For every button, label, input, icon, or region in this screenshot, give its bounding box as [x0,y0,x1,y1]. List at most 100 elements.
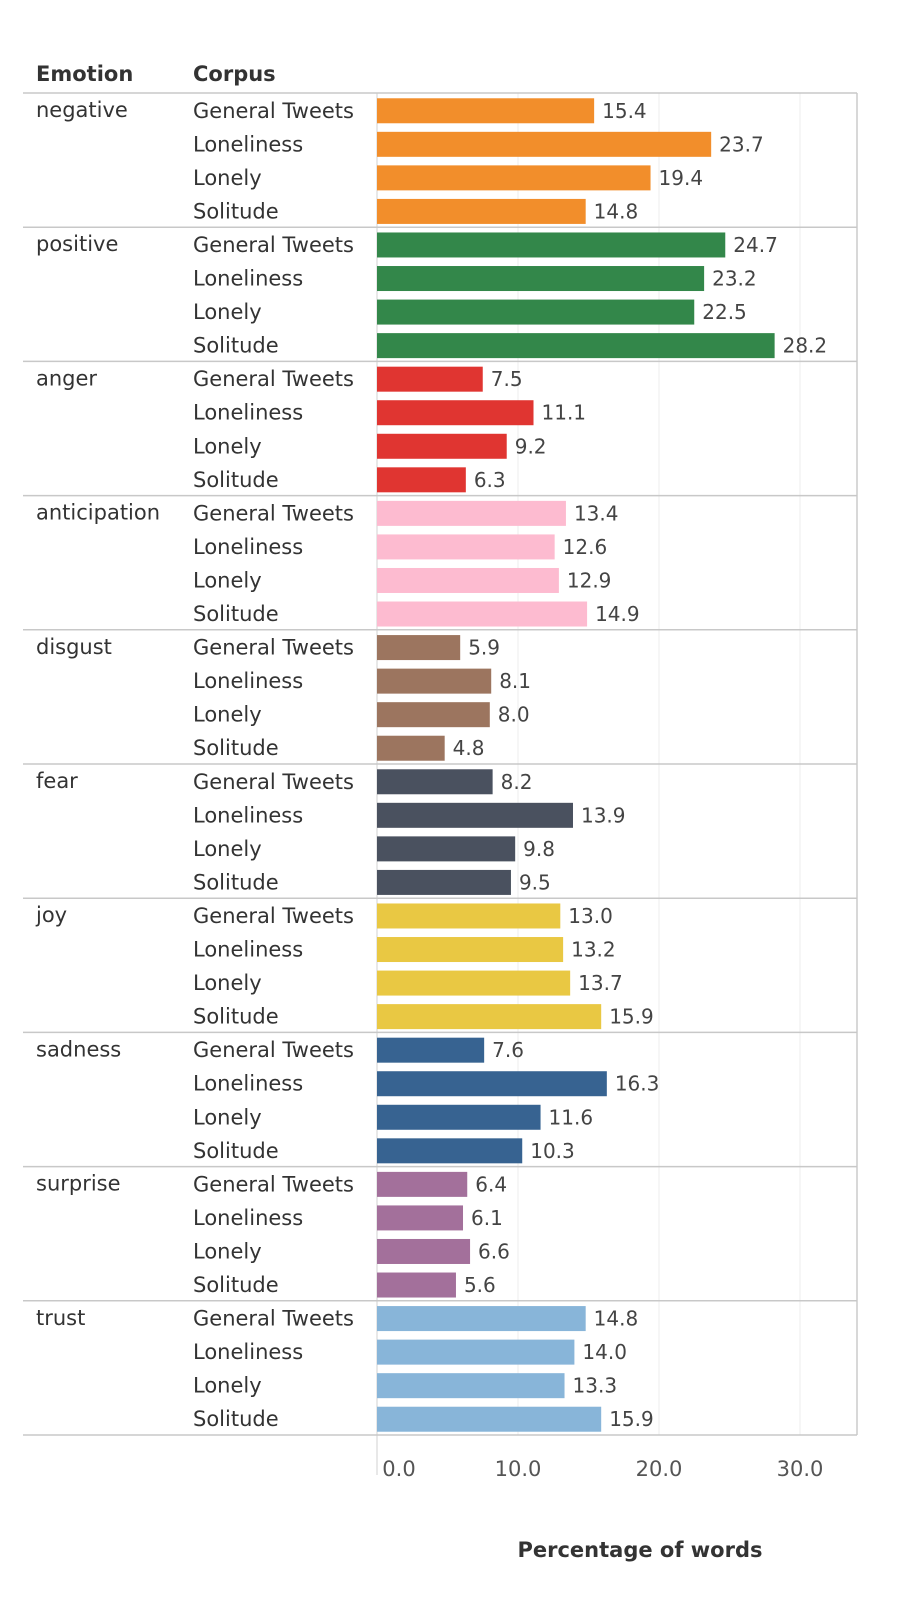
corpus-label: Solitude [193,468,279,492]
bar-value-label: 8.2 [501,770,533,794]
corpus-label: Lonely [193,300,262,324]
corpus-label: Lonely [193,1105,262,1129]
bar-value-label: 13.3 [573,1374,618,1398]
corpus-label: Solitude [193,736,279,760]
bar [377,601,588,627]
corpus-label: Solitude [193,1273,279,1297]
bar-value-label: 28.2 [783,334,828,358]
bar [377,635,461,661]
bar-value-label: 6.4 [475,1172,507,1196]
bar [377,567,559,593]
corpus-label: Lonely [193,166,262,190]
bar-value-label: 22.5 [702,300,747,324]
bar-value-label: 11.6 [549,1105,594,1129]
emotion-label: trust [36,1306,85,1330]
corpus-label: Lonely [193,971,262,995]
bar [377,98,595,124]
bar-value-label: 13.9 [581,803,626,827]
x-axis-title: Percentage of words [517,1538,763,1562]
bar-value-label: 5.9 [468,636,500,660]
bar [377,1071,607,1097]
corpus-label: Lonely [193,1239,262,1263]
bar-value-label: 7.6 [492,1038,524,1062]
bar [377,903,561,929]
corpus-label: General Tweets [193,99,354,123]
bar-value-label: 15.4 [602,99,647,123]
corpus-label: Solitude [193,199,279,223]
bar [377,1406,602,1432]
x-tick-label: 20.0 [636,1457,683,1481]
bar [377,1004,602,1030]
bar [377,400,534,426]
bar [377,198,586,224]
bar [377,232,726,258]
corpus-label: Loneliness [193,938,303,962]
bar [377,1138,523,1164]
bar-value-label: 15.9 [609,1005,654,1029]
corpus-label: General Tweets [193,1172,354,1196]
x-tick-label: 0.0 [382,1457,415,1481]
bar-value-label: 12.6 [563,535,608,559]
emotion-label: negative [36,98,128,122]
bar-value-label: 9.2 [515,434,547,458]
x-tick-label: 10.0 [495,1457,542,1481]
emotion-column-header: Emotion [36,62,134,86]
bar [377,702,490,728]
bar-value-label: 15.9 [609,1407,654,1431]
corpus-label: Loneliness [193,1340,303,1364]
corpus-label: General Tweets [193,1307,354,1331]
bar-value-label: 23.2 [712,267,757,291]
corpus-label: Lonely [193,703,262,727]
x-tick-label: 30.0 [777,1457,824,1481]
bar [377,333,775,359]
corpus-label: General Tweets [193,636,354,660]
bar [377,467,466,493]
bar-value-label: 14.8 [594,199,639,223]
bar [377,299,695,325]
bar [377,366,483,392]
bar [377,836,516,862]
corpus-label: General Tweets [193,770,354,794]
corpus-label: Loneliness [193,267,303,291]
corpus-label: Solitude [193,1139,279,1163]
corpus-label: General Tweets [193,367,354,391]
emotion-label: disgust [36,635,112,659]
corpus-label: Solitude [193,334,279,358]
bar [377,266,705,292]
bar-value-label: 10.3 [530,1139,575,1163]
bar [377,1104,541,1130]
bar [377,500,566,526]
bar [377,1238,471,1264]
bar-value-label: 12.9 [567,568,612,592]
bar-value-label: 7.5 [491,367,523,391]
bar-value-label: 5.6 [464,1273,496,1297]
corpus-label: Loneliness [193,401,303,425]
corpus-label: Solitude [193,1005,279,1029]
bar [377,769,493,795]
bar-value-label: 9.8 [523,837,555,861]
bar-value-label: 13.0 [568,904,613,928]
corpus-column-header: Corpus [193,62,276,86]
corpus-label: Lonely [193,568,262,592]
bar [377,1339,575,1365]
bar-value-label: 16.3 [615,1072,660,1096]
bar-value-label: 14.8 [594,1307,639,1331]
bar [377,1306,586,1332]
bar-value-label: 13.2 [571,938,616,962]
corpus-label: Solitude [193,602,279,626]
bar-value-label: 4.8 [453,736,485,760]
emotion-label: anger [36,366,97,390]
bar-value-label: 23.7 [719,132,764,156]
bar-value-label: 8.1 [499,669,531,693]
bar [377,1272,456,1298]
emotion-label: sadness [36,1037,121,1061]
bar-value-label: 6.6 [478,1239,510,1263]
corpus-label: Lonely [193,837,262,861]
bar [377,970,571,996]
corpus-label: Lonely [193,1374,262,1398]
bar [377,1205,464,1231]
corpus-label: Loneliness [193,669,303,693]
bar [377,668,492,694]
